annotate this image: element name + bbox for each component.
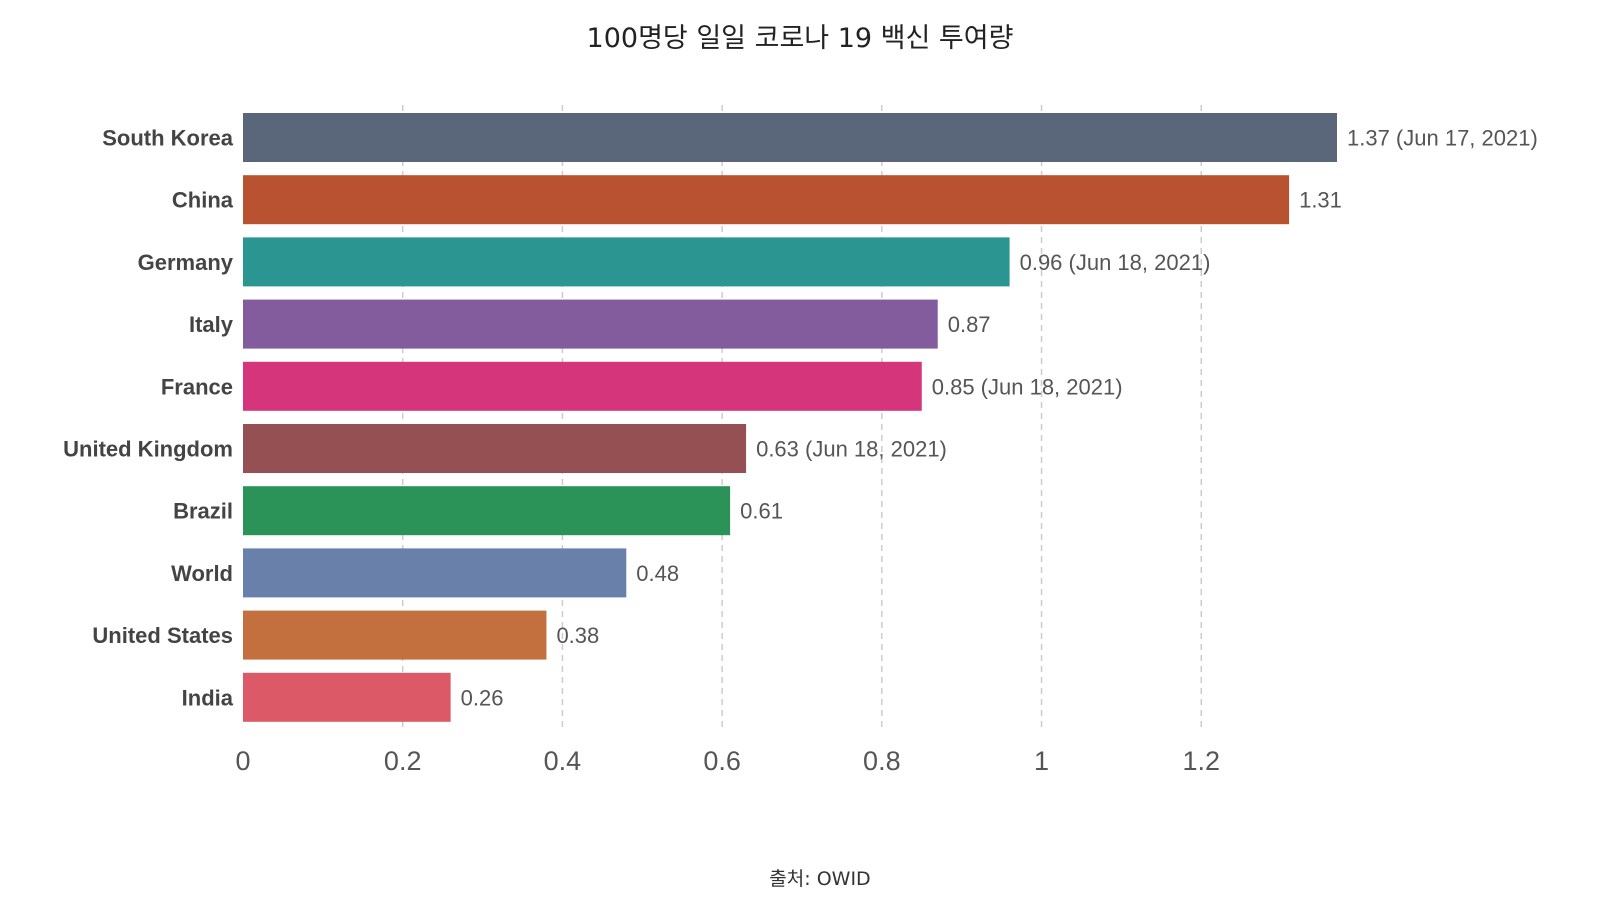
value-label-world: 0.48 xyxy=(636,561,679,586)
source-note: 출처: OWID xyxy=(769,868,871,890)
category-label-china: China xyxy=(172,188,234,213)
bar-united-states xyxy=(243,610,547,660)
value-label-france: 0.85 (Jun 18, 2021) xyxy=(932,374,1123,399)
value-label-united-kingdom: 0.63 (Jun 18, 2021) xyxy=(756,437,947,462)
value-label-germany: 0.96 (Jun 18, 2021) xyxy=(1020,250,1211,275)
bar-italy xyxy=(243,299,938,349)
category-label-united-kingdom: United Kingdom xyxy=(63,437,233,462)
category-label-italy: Italy xyxy=(189,312,234,337)
bars xyxy=(243,113,1337,722)
bar-brazil xyxy=(243,486,731,536)
x-tick-label-5: 1 xyxy=(1034,746,1049,776)
category-label-india: India xyxy=(182,685,234,710)
category-label-france: France xyxy=(161,374,233,399)
category-label-world: World xyxy=(171,561,233,586)
x-tick-label-1: 0.2 xyxy=(384,746,422,776)
labels: South Korea 1.37 (Jun 17, 2021) China 1.31 G… xyxy=(63,126,1538,711)
value-label-italy: 0.87 xyxy=(948,312,991,337)
x-tick-label-2: 0.4 xyxy=(544,746,582,776)
x-axis-ticks: 0 0.2 0.4 0.6 0.8 1 1.2 xyxy=(235,746,1220,776)
value-label-brazil: 0.61 xyxy=(740,499,783,524)
category-label-united-states: United States xyxy=(92,623,233,648)
x-tick-label-3: 0.6 xyxy=(703,746,741,776)
bar-india xyxy=(243,672,451,722)
category-label-germany: Germany xyxy=(138,250,234,275)
bar-germany xyxy=(243,237,1010,287)
value-label-china: 1.31 xyxy=(1299,188,1342,213)
x-tick-label-4: 0.8 xyxy=(863,746,901,776)
category-label-brazil: Brazil xyxy=(173,499,233,524)
x-tick-label-0: 0 xyxy=(235,746,250,776)
x-tick-label-6: 1.2 xyxy=(1182,746,1220,776)
category-label-south-korea: South Korea xyxy=(102,126,234,151)
value-label-india: 0.26 xyxy=(461,685,504,710)
bar-south-korea xyxy=(243,113,1337,162)
chart-title: 100명당 일일 코로나 19 백신 투여량 xyxy=(586,23,1014,54)
bar-france xyxy=(243,361,922,411)
bar-world xyxy=(243,548,627,598)
value-label-united-states: 0.38 xyxy=(556,623,599,648)
bar-united-kingdom xyxy=(243,424,747,473)
value-label-south-korea: 1.37 (Jun 17, 2021) xyxy=(1347,126,1538,151)
bar-china xyxy=(243,175,1290,225)
